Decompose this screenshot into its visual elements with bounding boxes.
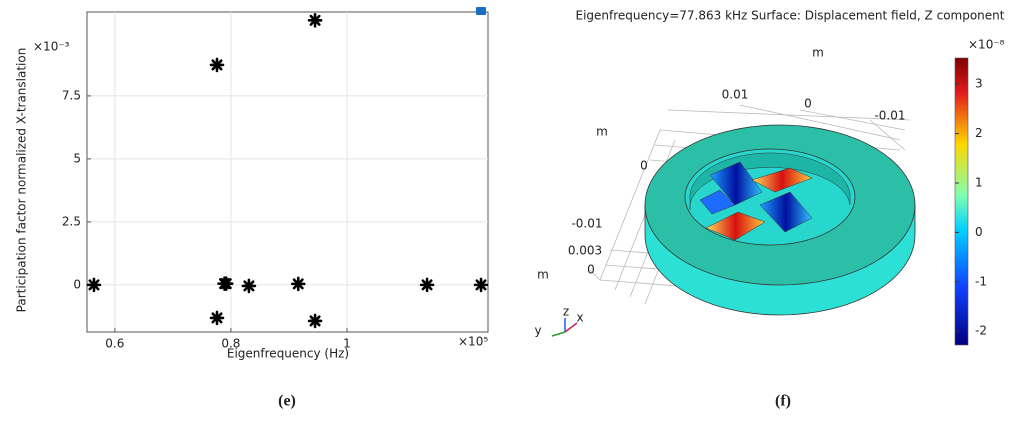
x-exponent: ×10⁵ — [458, 335, 488, 349]
colorbar-tick-label: -2 — [975, 324, 987, 338]
axis-annotation: 0 — [804, 97, 812, 111]
colorbar-tick-label: 1 — [975, 175, 983, 189]
axis-annotation: m — [596, 125, 608, 139]
colorbar-tick-label: 0 — [975, 225, 983, 239]
marker — [475, 279, 487, 291]
marker — [211, 312, 223, 324]
x-tick-label: 0.8 — [221, 337, 240, 351]
x-tick-label: 0.6 — [105, 337, 124, 351]
colorbar-tick-label: 2 — [975, 126, 983, 140]
marker — [243, 280, 255, 292]
marker — [211, 59, 223, 71]
x-tick-label: 1 — [343, 337, 351, 351]
figure: Participation factor normalized X-transl… — [0, 0, 1030, 417]
axis-annotation: 0.01 — [722, 88, 749, 102]
panel-label: (e) — [278, 393, 296, 410]
y-tick-label: 5 — [73, 151, 81, 165]
colorbar — [955, 58, 968, 345]
axis-annotation: 0 — [587, 263, 595, 277]
marker — [220, 278, 232, 290]
y-tick-label: 7.5 — [62, 88, 81, 102]
colorbar-exponent: ×10⁻⁸ — [968, 38, 1005, 52]
marker — [309, 315, 321, 327]
axis-annotation: 0 — [640, 159, 648, 173]
triad-label: z — [563, 305, 569, 319]
marker — [88, 279, 100, 291]
triad-label: y — [534, 324, 541, 338]
axis-annotation: m — [812, 46, 824, 60]
marker — [292, 278, 304, 290]
y-axis-label: Participation factor normalized X-transl… — [15, 48, 29, 313]
render-title: Eigenfrequency=77.863 kHz Surface: Displ… — [576, 9, 1005, 23]
colorbar-tick-label: 3 — [975, 77, 983, 91]
axis-annotation: -0.01 — [571, 217, 602, 231]
axis-annotation: 0.003 — [568, 244, 602, 258]
triad-label: x — [576, 311, 583, 325]
axis-annotation: m — [537, 268, 549, 282]
axis-annotation: -0.01 — [874, 109, 905, 123]
ring-model — [645, 125, 915, 315]
icon[interactable] — [476, 7, 486, 15]
y-exponent: ×10⁻³ — [33, 40, 70, 54]
y-tick-label: 2.5 — [62, 214, 81, 228]
y-tick-label: 0 — [73, 277, 81, 291]
colorbar-tick-label: -1 — [975, 274, 987, 288]
x-axis-label: Eigenfrequency (Hz) — [227, 347, 349, 361]
marker — [309, 14, 321, 26]
marker — [421, 279, 433, 291]
axis-triad — [552, 318, 577, 336]
panel-label: (f) — [775, 393, 791, 410]
